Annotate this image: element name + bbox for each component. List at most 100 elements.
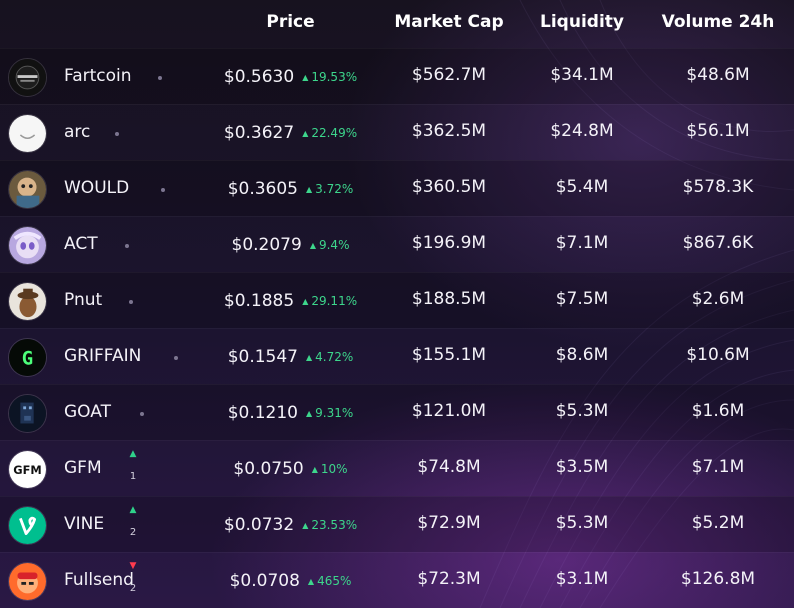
- price-change: ▲ 29.11%: [302, 294, 357, 308]
- token-price: $0.0732: [223, 515, 295, 535]
- rank-down-arrow-icon: ▼: [129, 561, 137, 571]
- liquidity-value: $7.1M: [555, 233, 609, 253]
- price-change: ▲ 3.72%: [306, 182, 353, 196]
- table-row[interactable]: Pnut $0.1885 ▲ 29.11% $188.5M $7.5M $2.6M: [0, 272, 794, 328]
- table-row[interactable]: G GRIFFAIN $0.1547 ▲ 4.72% $155.1M $8.6M $10.6M: [0, 328, 794, 384]
- token-name[interactable]: Fullsend: [64, 570, 134, 590]
- liquidity-value: $7.5M: [555, 289, 609, 309]
- token-price: $0.1547: [227, 347, 299, 367]
- act-logo-icon: [8, 226, 47, 265]
- arc-logo-icon: [8, 114, 47, 153]
- token-price: $0.1210: [227, 403, 299, 423]
- price-cell: $0.0732 ▲ 23.53%: [188, 513, 393, 537]
- price-cell: $0.5630 ▲ 19.53%: [188, 65, 393, 89]
- trend-up-icon: ▲: [306, 185, 313, 194]
- table-row[interactable]: Fartcoin $0.5630 ▲ 19.53% $562.7M $34.1M $48.6…: [0, 48, 794, 104]
- price-change-value: 10%: [320, 462, 348, 476]
- liquidity-value: $3.5M: [555, 457, 609, 477]
- trend-up-icon: ▲: [302, 521, 309, 530]
- price-cell: $0.3627 ▲ 22.49%: [188, 121, 393, 145]
- token-name[interactable]: Pnut: [64, 290, 103, 310]
- token-price: $0.1885: [223, 291, 295, 311]
- table-row[interactable]: GFM GFM ▲ 1 $0.0750 ▲ 10% $74.8M $3.5M $7.1M: [0, 440, 794, 496]
- trend-up-icon: ▲: [307, 577, 315, 586]
- rank-change-indicator: ▼ 2: [124, 561, 142, 594]
- rank-change-indicator: ▲ 2: [124, 505, 142, 538]
- trend-up-icon: ▲: [309, 241, 316, 250]
- header-price[interactable]: Price: [266, 12, 315, 32]
- trend-up-icon: ▲: [302, 297, 309, 306]
- token-name[interactable]: arc: [64, 122, 91, 142]
- fullsend-logo-icon: [8, 562, 47, 601]
- table-row[interactable]: ACT $0.2079 ▲ 9.4% $196.9M $7.1M $867.6K: [0, 216, 794, 272]
- token-name[interactable]: GOAT: [64, 402, 111, 422]
- vine-logo-icon: [8, 506, 47, 545]
- table-header: Price Market Cap Liquidity Volume 24h: [0, 0, 794, 48]
- table-row[interactable]: arc $0.3627 ▲ 22.49% $362.5M $24.8M $56.1M: [0, 104, 794, 160]
- token-name[interactable]: VINE: [64, 514, 105, 534]
- separator-dot: [140, 412, 144, 416]
- separator-dot: [161, 188, 165, 192]
- price-cell: $0.1210 ▲ 9.31%: [188, 401, 393, 425]
- separator-dot: [174, 356, 178, 360]
- header-liquidity[interactable]: Liquidity: [540, 12, 624, 32]
- svg-text:G: G: [22, 348, 33, 370]
- price-change: ▲ 465%: [308, 574, 351, 588]
- header-market-cap[interactable]: Market Cap: [394, 12, 504, 32]
- trend-up-icon: ▲: [302, 129, 309, 138]
- price-change: ▲ 23.53%: [302, 518, 357, 532]
- market-cap-value: $155.1M: [411, 345, 487, 365]
- price-cell: $0.3605 ▲ 3.72%: [188, 177, 393, 201]
- volume-value: $2.6M: [691, 289, 745, 309]
- market-cap-value: $72.3M: [417, 569, 481, 589]
- fartcoin-logo-icon: [8, 58, 47, 97]
- price-cell: $0.1547 ▲ 4.72%: [188, 345, 393, 369]
- price-change-value: 19.53%: [311, 70, 358, 84]
- rank-up-arrow-icon: ▲: [129, 449, 137, 459]
- table-row[interactable]: WOULD $0.3605 ▲ 3.72% $360.5M $5.4M $578.3K: [0, 160, 794, 216]
- market-cap-value: $72.9M: [417, 513, 481, 533]
- rank-up-arrow-icon: ▲: [129, 505, 137, 515]
- price-change-value: 22.49%: [311, 126, 358, 140]
- token-price: $0.2079: [231, 235, 302, 255]
- trend-up-icon: ▲: [302, 73, 309, 82]
- liquidity-value: $8.6M: [555, 345, 609, 365]
- liquidity-value: $5.4M: [555, 177, 609, 197]
- price-change: ▲ 10%: [312, 462, 348, 476]
- token-price: $0.0708: [229, 571, 300, 591]
- rank-change-value: 1: [129, 471, 137, 482]
- token-name[interactable]: GFM: [64, 458, 102, 478]
- price-change: ▲ 9.4%: [310, 238, 350, 252]
- volume-value: $48.6M: [686, 65, 750, 85]
- liquidity-value: $5.3M: [555, 513, 609, 533]
- table-row[interactable]: Fullsend ▼ 2 $0.0708 ▲ 465% $72.3M $3.1M $126.8M: [0, 552, 794, 608]
- token-name[interactable]: WOULD: [64, 178, 130, 198]
- token-name[interactable]: GRIFFAIN: [64, 346, 142, 366]
- market-cap-value: $362.5M: [411, 121, 487, 141]
- volume-value: $867.6K: [682, 233, 754, 253]
- separator-dot: [115, 132, 119, 136]
- volume-value: $1.6M: [691, 401, 745, 421]
- market-cap-value: $188.5M: [411, 289, 487, 309]
- price-change-value: 465%: [317, 574, 352, 588]
- token-name[interactable]: Fartcoin: [64, 66, 132, 86]
- volume-value: $126.8M: [680, 569, 756, 589]
- table-row[interactable]: VINE ▲ 2 $0.0732 ▲ 23.53% $72.9M $5.3M $5.2M: [0, 496, 794, 552]
- separator-dot: [129, 300, 133, 304]
- rank-change-value: 2: [129, 583, 137, 594]
- market-cap-value: $74.8M: [417, 457, 481, 477]
- liquidity-value: $24.8M: [550, 121, 614, 141]
- header-volume-24h[interactable]: Volume 24h: [661, 12, 775, 32]
- token-name[interactable]: ACT: [64, 234, 98, 254]
- volume-value: $7.1M: [691, 457, 745, 477]
- price-change: ▲ 19.53%: [302, 70, 357, 84]
- token-price: $0.3605: [227, 179, 299, 199]
- would-logo-icon: [8, 170, 47, 209]
- griffain-logo-icon: G: [8, 338, 47, 377]
- goat-logo-icon: [8, 394, 47, 433]
- table-row[interactable]: GOAT $0.1210 ▲ 9.31% $121.0M $5.3M $1.6M: [0, 384, 794, 440]
- rank-change-value: 2: [129, 527, 137, 538]
